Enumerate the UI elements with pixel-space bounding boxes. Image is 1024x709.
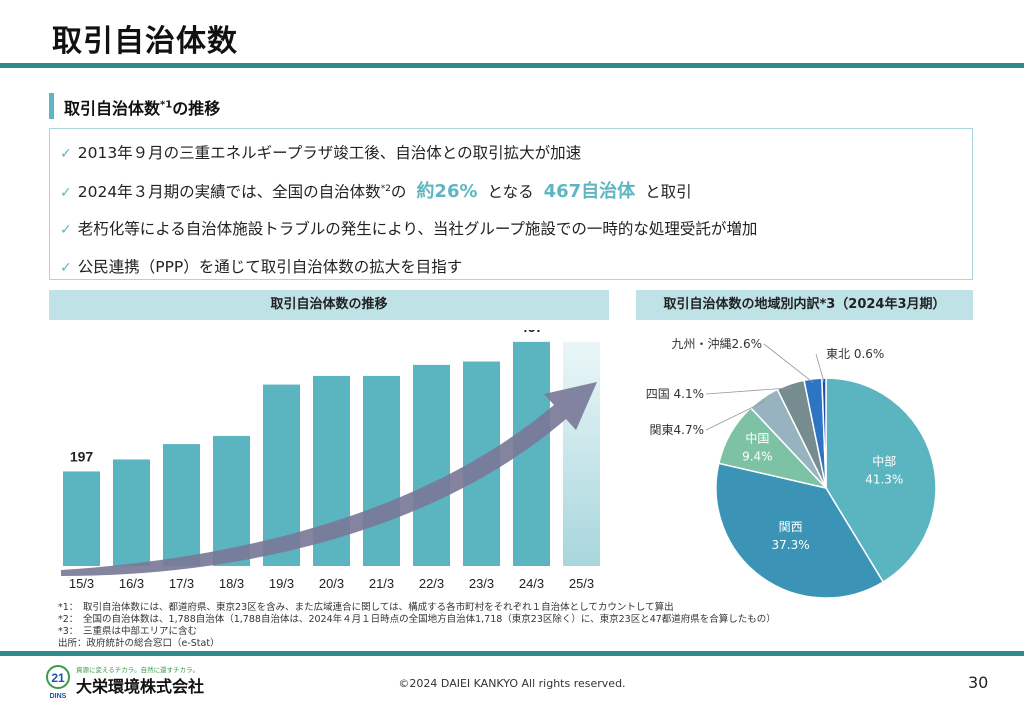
x-tick-label: 17/3	[169, 576, 194, 591]
check-icon: ✓	[60, 222, 72, 238]
logo-tagline: 資源に変えるチカラ。自然に還すチカラ。	[76, 665, 199, 674]
pie-chart: 中部 41.3% 関西 37.3% 中国 9.4% 関東4.7% 四国 4.1% 九州・沖縄2.…	[646, 336, 937, 599]
footnote-3: *3： 三重県は中部エリアに含む	[58, 626, 198, 637]
pie-slice-label: 関西	[779, 520, 803, 534]
x-tick-label: 21/3	[369, 576, 394, 591]
leader-line	[763, 343, 814, 384]
x-tick-label: 15/3	[69, 576, 94, 591]
bar	[413, 364, 450, 566]
leader-line	[815, 353, 825, 383]
bar-chart: 15/3 197 16/3 17/3 18/3 19/3 20/3 21/3 22/3 23/3 2…	[61, 330, 600, 591]
x-tick-label: 22/3	[419, 576, 444, 591]
pie-slice-label: 中国	[745, 431, 769, 446]
pie-outside-label: 関東4.7%	[650, 423, 705, 437]
page-number: 30	[968, 673, 989, 692]
bullet-4-text: 公民連携（PPP）を通じて取引自治体数の拡大を目指す	[77, 258, 463, 276]
logo-mark: 21	[51, 671, 65, 685]
check-icon: ✓	[60, 146, 72, 162]
bar-projection	[563, 341, 600, 566]
x-tick-label: 20/3	[319, 576, 344, 591]
section-heading: 取引自治体数*1の推移	[64, 95, 220, 119]
x-tick-label: 25/3	[569, 576, 594, 591]
logo-sub: DINS	[50, 693, 67, 700]
bullet-2-post: と取引	[645, 183, 692, 201]
pie-slice	[825, 377, 937, 584]
bar	[63, 471, 100, 566]
bullet-3: ✓ 老朽化等による自治体施設トラブルの発生により、当社グループ施設での一時的な処理…	[60, 217, 757, 239]
section-accent-bar	[49, 93, 54, 119]
growth-arrow	[61, 382, 597, 576]
copyright-text: ©2024 DAIEI KANKYO All rights reserved.	[398, 677, 626, 690]
pie-slice-value: 37.3%	[772, 538, 810, 552]
summary-box	[49, 128, 973, 280]
section-heading-tail: の推移	[172, 99, 221, 118]
highlight-count: 467自治体	[543, 181, 636, 202]
x-tick-label: 16/3	[119, 576, 144, 591]
bar	[113, 459, 150, 566]
logo-name: 大栄環境株式会社	[76, 677, 204, 696]
bar	[163, 444, 200, 566]
bullet-2: ✓ 2024年３月期の実績では、全国の自治体数*2の 約26% となる 467自治体 と取…	[60, 177, 692, 203]
pie-slice	[821, 377, 827, 489]
company-logo: 21 DINS 資源に変えるチカラ。自然に還すチカラ。 大栄環境株式会社	[44, 662, 244, 702]
pie-outside-label: 四国 4.1%	[646, 387, 704, 401]
check-icon: ✓	[60, 185, 72, 201]
bullet-4: ✓ 公民連携（PPP）を通じて取引自治体数の拡大を目指す	[60, 255, 462, 277]
bar	[213, 435, 250, 566]
leader-line	[705, 387, 792, 395]
x-tick-label: 24/3	[519, 576, 544, 591]
pie-slice-label: 中部	[872, 454, 896, 469]
page-title: 取引自治体数	[52, 24, 238, 59]
pie-outside-label: 九州・沖縄2.6%	[672, 336, 763, 351]
section-heading-text: 取引自治体数	[64, 99, 161, 118]
bullet-3-text: 老朽化等による自治体施設トラブルの発生により、当社グループ施設での一時的な処理受…	[77, 220, 758, 238]
footnote-1: *1： 取引自治体数には、都道府県、東京23区を含み、また広域連合に関しては、構…	[58, 602, 674, 613]
bar	[363, 375, 400, 566]
leader-line	[705, 400, 766, 431]
bar-data-label: 197	[70, 448, 94, 464]
footnote-2: *2： 全国の自治体数は、1,788自治体（1,788自治体は、2024年４月１…	[58, 614, 776, 625]
bullet-2-mid2: となる	[487, 183, 534, 201]
x-tick-label: 19/3	[269, 576, 294, 591]
title-divider	[0, 63, 1024, 68]
section-heading-sup: *1	[160, 99, 173, 111]
footer-divider	[0, 651, 1024, 656]
highlight-percent: 約26%	[416, 181, 478, 202]
bullet-2-pre: 2024年３月期の実績では、全国の自治体数	[77, 183, 381, 201]
x-tick-label: 23/3	[469, 576, 494, 591]
pie-slice-value: 41.3%	[865, 473, 903, 487]
bar-data-label: 467	[520, 330, 544, 335]
pie-chart-title: 取引自治体数の地域別内訳*3（2024年3月期）	[636, 290, 973, 320]
bullet-2-mid: の	[390, 183, 407, 201]
pie-slice-value: 9.4%	[742, 450, 773, 464]
bullet-1: ✓ 2013年９月の三重エネルギープラザ竣工後、自治体との取引拡大が加速	[60, 141, 581, 163]
x-tick-label: 18/3	[219, 576, 244, 591]
bullet-1-text: 2013年９月の三重エネルギープラザ竣工後、自治体との取引拡大が加速	[77, 144, 582, 162]
bullet-2-sup: *2	[380, 183, 391, 194]
footnote-source: 出所：政府統計の総合窓口（e-Stat）	[58, 638, 220, 649]
check-icon: ✓	[60, 260, 72, 276]
pie-slice	[715, 462, 885, 599]
pie-outside-label: 東北 0.6%	[826, 347, 884, 361]
bar-chart-title: 取引自治体数の推移	[49, 290, 609, 320]
